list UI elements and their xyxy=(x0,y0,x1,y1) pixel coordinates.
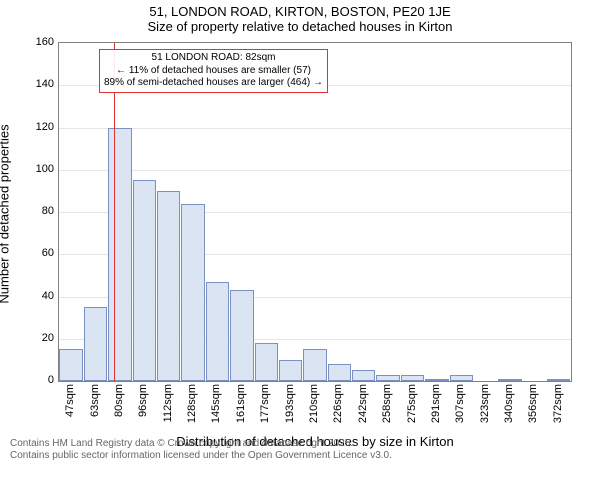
x-tick-label: 128sqm xyxy=(186,384,198,423)
histogram-bar xyxy=(206,282,229,381)
reference-annotation: 51 LONDON ROAD: 82sqm ← 11% of detached … xyxy=(99,49,328,93)
histogram-bar xyxy=(303,349,326,381)
histogram-bar xyxy=(328,364,351,381)
x-tick-label: 96sqm xyxy=(137,384,149,417)
x-tick-label: 291sqm xyxy=(430,384,442,423)
y-tick-label: 20 xyxy=(14,332,54,344)
x-tick-label: 258sqm xyxy=(381,384,393,423)
histogram-bar xyxy=(425,379,448,381)
annotation-line: ← 11% of detached houses are smaller (57… xyxy=(104,65,323,78)
histogram-bar xyxy=(279,360,302,381)
attribution-footer: Contains HM Land Registry data © Crown c… xyxy=(10,438,392,462)
histogram-bar xyxy=(133,180,156,381)
histogram-bar xyxy=(352,370,375,381)
x-tick-label: 63sqm xyxy=(89,384,101,417)
x-tick-label: 340sqm xyxy=(503,384,515,423)
y-tick-label: 120 xyxy=(14,121,54,133)
histogram-bar xyxy=(181,204,204,381)
histogram-bar xyxy=(157,191,180,381)
gridline xyxy=(59,170,571,171)
histogram-bar xyxy=(547,379,570,381)
x-tick-label: 275sqm xyxy=(406,384,418,423)
x-tick-label: 242sqm xyxy=(357,384,369,423)
histogram-bar xyxy=(84,307,107,381)
histogram-bar xyxy=(59,349,82,381)
x-tick-label: 226sqm xyxy=(332,384,344,423)
x-tick-label: 47sqm xyxy=(64,384,76,417)
y-axis-title: Number of detached properties xyxy=(0,124,12,303)
histogram-bar xyxy=(450,375,473,381)
histogram-bar xyxy=(376,375,399,381)
x-tick-label: 177sqm xyxy=(259,384,271,423)
y-tick-label: 40 xyxy=(14,290,54,302)
chart-title-block: 51, LONDON ROAD, KIRTON, BOSTON, PE20 1J… xyxy=(0,0,600,34)
y-tick-label: 100 xyxy=(14,163,54,175)
histogram-bar xyxy=(255,343,278,381)
histogram-bar xyxy=(230,290,253,381)
x-tick-label: 112sqm xyxy=(162,384,174,422)
plot-area: 51 LONDON ROAD: 82sqm ← 11% of detached … xyxy=(58,42,572,382)
footer-line: Contains HM Land Registry data © Crown c… xyxy=(10,438,392,450)
x-tick-label: 80sqm xyxy=(113,384,125,417)
histogram-bar xyxy=(498,379,521,381)
x-tick-label: 210sqm xyxy=(308,384,320,423)
x-tick-label: 307sqm xyxy=(454,384,466,423)
x-tick-label: 372sqm xyxy=(552,384,564,423)
x-tick-label: 323sqm xyxy=(479,384,491,423)
y-tick-label: 80 xyxy=(14,205,54,217)
annotation-line: 89% of semi-detached houses are larger (… xyxy=(104,77,323,90)
histogram-bar xyxy=(401,375,424,381)
annotation-line: 51 LONDON ROAD: 82sqm xyxy=(104,52,323,65)
title-subtitle: Size of property relative to detached ho… xyxy=(0,19,600,34)
x-tick-label: 145sqm xyxy=(210,384,222,423)
x-tick-label: 161sqm xyxy=(235,384,247,423)
x-tick-label: 356sqm xyxy=(527,384,539,423)
y-tick-label: 0 xyxy=(14,374,54,386)
x-tick-label: 193sqm xyxy=(284,384,296,423)
y-tick-label: 60 xyxy=(14,247,54,259)
histogram-bar xyxy=(108,128,131,382)
gridline xyxy=(59,128,571,129)
title-address: 51, LONDON ROAD, KIRTON, BOSTON, PE20 1J… xyxy=(0,4,600,19)
y-tick-label: 140 xyxy=(14,78,54,90)
chart-container: Number of detached properties 51 LONDON … xyxy=(0,34,600,464)
y-tick-label: 160 xyxy=(14,36,54,48)
footer-line: Contains public sector information licen… xyxy=(10,450,392,462)
reference-line xyxy=(114,43,115,381)
